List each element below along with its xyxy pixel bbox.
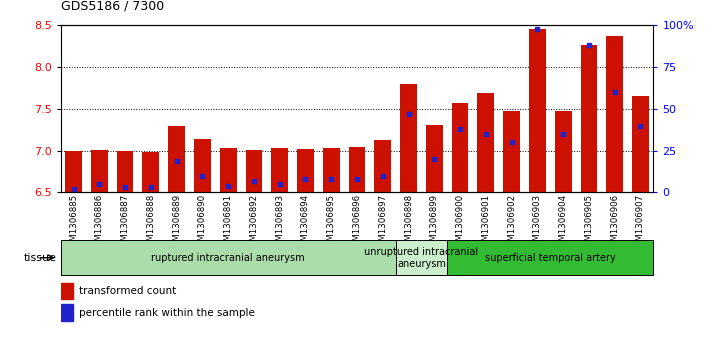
Text: GSM1306905: GSM1306905 (584, 194, 593, 252)
Bar (348, 147, 366, 192)
Bar (606, 36, 623, 192)
Text: GSM1306902: GSM1306902 (507, 194, 516, 252)
Text: GSM1306885: GSM1306885 (69, 194, 78, 252)
Bar (143, 152, 159, 192)
Text: GSM1306898: GSM1306898 (404, 194, 413, 252)
Text: GDS5186 / 7300: GDS5186 / 7300 (61, 0, 164, 12)
Text: GSM1306906: GSM1306906 (610, 194, 619, 252)
FancyBboxPatch shape (61, 240, 396, 275)
Text: GSM1306901: GSM1306901 (481, 194, 491, 252)
Text: GSM1306889: GSM1306889 (172, 194, 181, 252)
Text: GSM1306895: GSM1306895 (327, 194, 336, 252)
Bar (246, 150, 262, 192)
Text: transformed count: transformed count (79, 286, 176, 296)
Bar (632, 96, 649, 192)
Bar (529, 29, 545, 192)
Text: GSM1306896: GSM1306896 (353, 194, 361, 252)
Bar (91, 150, 108, 192)
Text: GSM1306887: GSM1306887 (121, 194, 130, 252)
Bar (220, 148, 236, 192)
Bar (297, 149, 314, 192)
FancyBboxPatch shape (447, 240, 653, 275)
Bar (452, 103, 468, 192)
Text: GSM1306903: GSM1306903 (533, 194, 542, 252)
Text: GSM1306900: GSM1306900 (456, 194, 465, 252)
Text: percentile rank within the sample: percentile rank within the sample (79, 307, 254, 318)
Bar (426, 125, 443, 192)
Text: GSM1306893: GSM1306893 (275, 194, 284, 252)
Bar (503, 111, 520, 192)
Text: GSM1306899: GSM1306899 (430, 194, 439, 252)
Text: tissue: tissue (24, 253, 57, 263)
Bar (323, 148, 340, 192)
Bar (116, 151, 134, 192)
Bar (374, 140, 391, 192)
FancyBboxPatch shape (396, 240, 447, 275)
Text: GSM1306897: GSM1306897 (378, 194, 387, 252)
Text: superficial temporal artery: superficial temporal artery (485, 253, 615, 263)
Text: ruptured intracranial aneurysm: ruptured intracranial aneurysm (151, 253, 305, 263)
Text: GSM1306894: GSM1306894 (301, 194, 310, 252)
Bar (555, 111, 571, 192)
Text: GSM1306888: GSM1306888 (146, 194, 156, 252)
Text: GSM1306890: GSM1306890 (198, 194, 207, 252)
Text: GSM1306904: GSM1306904 (558, 194, 568, 252)
Bar (400, 84, 417, 192)
Bar (580, 45, 598, 192)
Bar (169, 126, 185, 192)
Text: GSM1306891: GSM1306891 (223, 194, 233, 252)
Text: GSM1306907: GSM1306907 (636, 194, 645, 252)
Bar (61, 282, 74, 299)
Text: GSM1306886: GSM1306886 (95, 194, 104, 252)
Bar (478, 93, 494, 192)
Text: GSM1306892: GSM1306892 (249, 194, 258, 252)
Bar (194, 139, 211, 192)
Bar (271, 148, 288, 192)
Text: unruptured intracranial
aneurysm: unruptured intracranial aneurysm (364, 247, 478, 269)
Bar (61, 304, 74, 321)
Bar (65, 151, 82, 192)
